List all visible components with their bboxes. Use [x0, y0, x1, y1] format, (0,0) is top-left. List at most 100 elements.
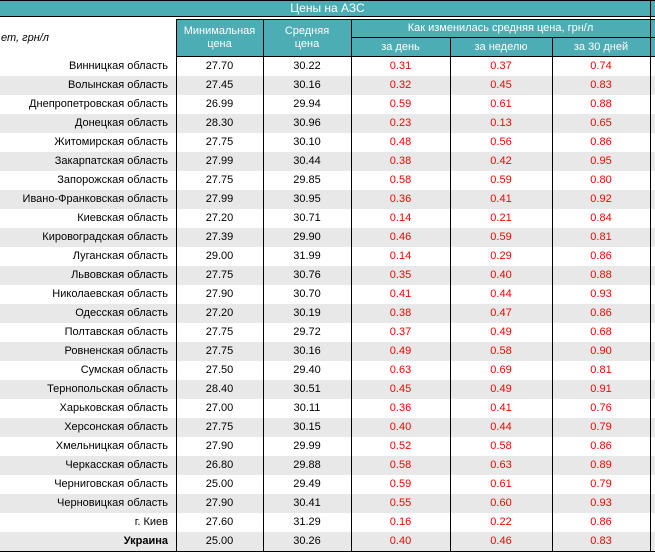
change-week-cell: 0.49 [490, 383, 512, 395]
avg-price-cell: 30.76 [293, 269, 321, 281]
change-day-cell: 0.14 [389, 212, 412, 224]
change-month-cell: 0.68 [590, 326, 612, 338]
avg-price-cell: 29.85 [293, 174, 321, 186]
change-month-cell: 0.86 [590, 516, 612, 528]
min-price-cell: 28.30 [205, 117, 234, 129]
min-price-cell: 27.20 [205, 212, 234, 224]
table-row: Полтавская область 27.75 29.72 0.37 0.49 0.68 [0, 323, 655, 342]
table-row: Киевская область 27.20 30.71 0.14 0.21 0.84 [0, 209, 655, 228]
change-day-cell: 0.58 [389, 174, 412, 186]
table-row: Николаевская область 27.90 30.70 0.41 0.44 0.… [0, 285, 655, 304]
change-week-cell: 0.60 [490, 497, 512, 509]
table-row: Луганская область 29.00 31.99 0.14 0.29 0.86 [0, 247, 655, 266]
change-day-cell: 0.31 [389, 60, 412, 72]
fuel-type-label: ет, грн/л [1, 32, 50, 44]
min-price-cell: 27.99 [205, 155, 234, 167]
table-row: Закарпатская область 27.99 30.44 0.38 0.42 0.… [0, 152, 655, 171]
change-week-cell: 0.61 [490, 98, 512, 110]
avg-price-cell: 30.26 [293, 535, 321, 547]
change-day-cell: 0.36 [389, 193, 412, 205]
avg-price-cell: 30.19 [293, 307, 321, 319]
region-name-cell: Харьковская область [59, 402, 169, 414]
table-row: Черновицкая область 27.90 30.41 0.55 0.60 0.9… [0, 494, 655, 513]
change-day-cell: 0.45 [389, 383, 412, 395]
table-row: Ровненская область 27.75 30.16 0.49 0.58 0.90 [0, 342, 655, 361]
group-bottom-border [351, 37, 655, 38]
table-row: Днепропетровская область 26.99 29.94 0.59 0.… [0, 95, 655, 114]
header-bottom-border [176, 56, 655, 57]
change-day-cell: 0.59 [389, 478, 412, 490]
avg-price-cell: 29.99 [293, 440, 321, 452]
region-name-cell: г. Киев [134, 516, 168, 528]
avg-price-cell: 29.88 [293, 459, 321, 471]
table-row: Житомирская область 27.75 30.10 0.48 0.56 0.8… [0, 133, 655, 152]
change-day-cell: 0.37 [389, 326, 412, 338]
table-row: г. Киев 27.60 31.29 0.16 0.22 0.86 [0, 513, 655, 532]
min-price-cell: 28.40 [205, 383, 234, 395]
change-week-cell: 0.41 [490, 193, 512, 205]
min-price-cell: 27.20 [205, 307, 234, 319]
change-day-cell: 0.48 [389, 136, 412, 148]
min-price-cell: 27.90 [205, 440, 234, 452]
header-edge-sliver [650, 20, 655, 56]
change-day-cell: 0.55 [389, 497, 412, 509]
region-name-cell: Сумская область [80, 364, 168, 376]
min-price-cell: 27.75 [205, 421, 234, 433]
table-row: Донецкая область 28.30 30.96 0.23 0.13 0.65 [0, 114, 655, 133]
table-row: Сумская область 27.50 29.40 0.63 0.69 0.81 [0, 361, 655, 380]
change-week-cell: 0.56 [490, 136, 512, 148]
change-month-cell: 0.84 [590, 212, 612, 224]
change-week-cell: 0.58 [490, 440, 512, 452]
change-week-cell: 0.42 [490, 155, 512, 167]
table-title: Цены на АЗС [0, 0, 655, 17]
avg-price-cell: 30.16 [293, 345, 321, 357]
change-week-cell: 0.37 [490, 60, 512, 72]
avg-price-cell: 29.72 [293, 326, 321, 338]
change-week-cell: 0.22 [490, 516, 512, 528]
header-top-border [176, 19, 655, 20]
change-day-cell: 0.49 [389, 345, 412, 357]
avg-price-cell: 29.94 [293, 98, 321, 110]
avg-price-cell: 30.70 [293, 288, 321, 300]
change-week-cell: 0.13 [490, 117, 512, 129]
region-name-cell: Тернопольская область [47, 383, 168, 395]
column-border-5 [552, 37, 553, 551]
region-name-cell: Луганская область [72, 250, 168, 262]
min-price-cell: 27.00 [205, 402, 234, 414]
table-row: Волынская область 27.45 30.16 0.32 0.45 0.83 [0, 76, 655, 95]
column-header-min-price: Минимальная цена [176, 20, 263, 56]
change-day-cell: 0.36 [389, 402, 412, 414]
column-header-change-group: Как изменилась средняя цена, грн/л [351, 20, 650, 37]
change-month-cell: 0.81 [590, 364, 612, 376]
change-day-cell: 0.32 [389, 79, 412, 91]
column-header-avg-price: Средняя цена [263, 20, 351, 56]
region-name-cell: Закарпатская область [54, 155, 168, 167]
change-week-cell: 0.47 [490, 307, 512, 319]
avg-price-cell: 30.11 [293, 402, 321, 414]
table-row: Херсонская область 27.75 30.15 0.40 0.44 0.79 [0, 418, 655, 437]
change-day-cell: 0.58 [389, 459, 412, 471]
change-week-cell: 0.61 [490, 478, 512, 490]
region-name-cell: Ивано-Франковская область [22, 193, 168, 205]
column-border-1 [176, 19, 177, 551]
region-name-cell: Волынская область [67, 79, 168, 91]
region-name-cell: Кировоградская область [42, 231, 168, 243]
region-name-cell: Полтавская область [64, 326, 168, 338]
table-row: Одесская область 27.20 30.19 0.38 0.47 0.86 [0, 304, 655, 323]
avg-price-cell: 30.96 [293, 117, 321, 129]
region-name-cell: Житомирская область [54, 136, 168, 148]
change-day-cell: 0.40 [389, 535, 412, 547]
region-name-cell: Хмельницкая область [55, 440, 168, 452]
column-header-change-week: за неделю [450, 38, 552, 56]
min-price-cell: 27.70 [205, 60, 234, 72]
table-row: Ивано-Франковская область 27.99 30.95 0.36 0… [0, 190, 655, 209]
table-row: Хмельницкая область 27.90 29.99 0.52 0.58 0.8… [0, 437, 655, 456]
avg-price-cell: 30.16 [293, 79, 321, 91]
change-week-cell: 0.58 [490, 345, 512, 357]
change-day-cell: 0.63 [389, 364, 412, 376]
avg-price-cell: 30.51 [293, 383, 321, 395]
table-row: Черниговская область 25.00 29.49 0.59 0.61 0.… [0, 475, 655, 494]
change-week-cell: 0.21 [490, 212, 512, 224]
column-border-4 [450, 37, 451, 551]
